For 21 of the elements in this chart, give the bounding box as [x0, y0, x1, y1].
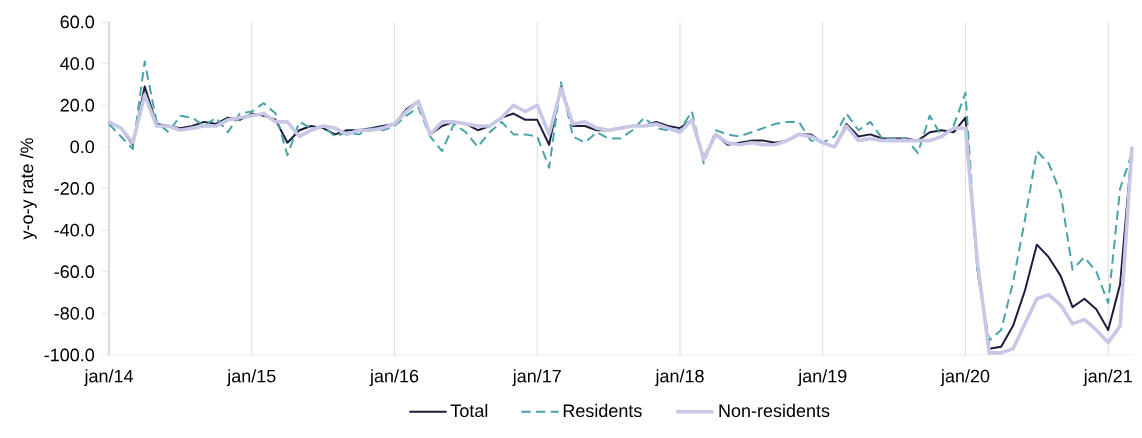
legend-label: Residents — [563, 403, 642, 418]
y-tick-label: 40.0 — [60, 57, 95, 70]
y-tick-label: -40.0 — [54, 223, 95, 237]
y-tick-label: 20.0 — [60, 98, 95, 112]
y-axis-title: y-o-y rate /% — [20, 138, 37, 240]
y-tick-label: -20.0 — [54, 182, 95, 195]
legend-label: Non-residents — [719, 403, 830, 418]
y-tick-label: -100.0 — [44, 348, 95, 362]
legend-label: Total — [450, 403, 488, 418]
x-tick-label: jan/19 — [797, 369, 847, 387]
y-tick-label: 60.0 — [60, 15, 95, 29]
x-tick-label: jan/15 — [226, 369, 276, 387]
y-tick-label: -80.0 — [54, 306, 95, 320]
y-tick-label: -60.0 — [54, 265, 95, 279]
x-tick-label: jan/16 — [369, 369, 419, 387]
x-tick-label: jan/14 — [84, 369, 134, 387]
x-tick-label: jan/21 — [1083, 369, 1132, 387]
x-tick-label: jan/20 — [940, 369, 990, 387]
x-tick-label: jan/17 — [512, 369, 561, 387]
y-tick-label: 0.0 — [70, 140, 95, 154]
x-tick-label: jan/18 — [655, 369, 704, 387]
